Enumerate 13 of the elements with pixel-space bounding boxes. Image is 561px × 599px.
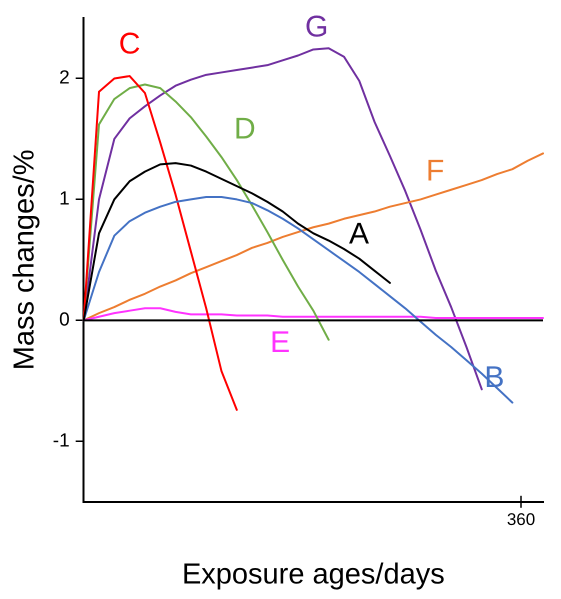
series-label: C: [118, 27, 140, 60]
y-axis-title: Mass changes/%: [8, 149, 40, 370]
series-label: E: [270, 326, 290, 359]
series-label: G: [304, 10, 328, 44]
y-tick-label: 1: [59, 188, 70, 210]
series-label: D: [234, 112, 256, 146]
y-tick-label: 2: [59, 68, 70, 89]
y-tick-label: -1: [52, 430, 70, 452]
series-label: A: [348, 217, 369, 250]
text: 360: [506, 510, 536, 529]
x-axis-title: Exposure ages/days: [182, 558, 445, 591]
series-label: F: [426, 154, 444, 188]
y-tick-label: 0: [59, 310, 70, 331]
